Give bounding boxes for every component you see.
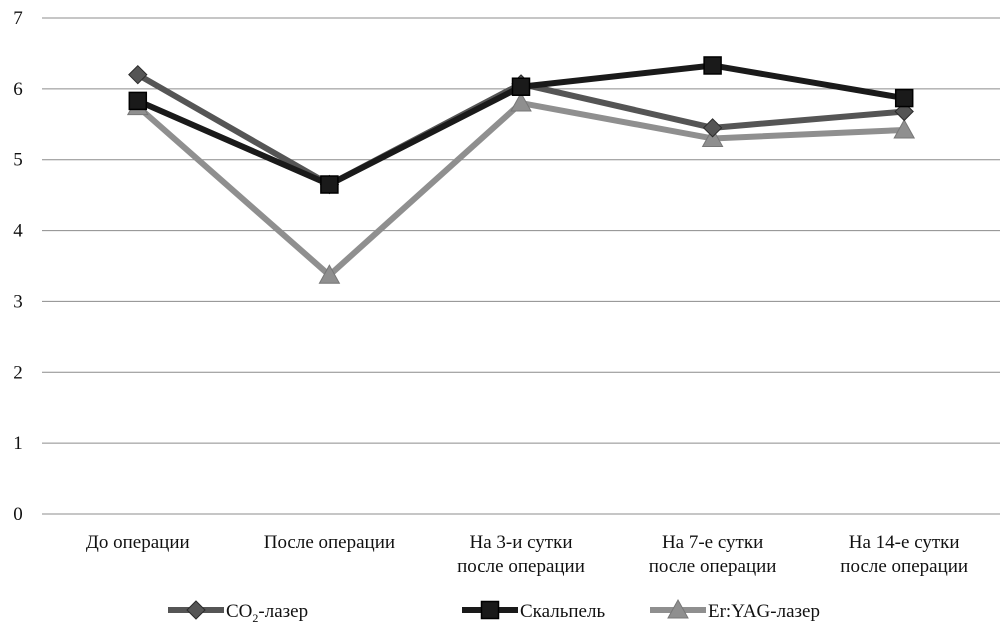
x-tick-label: На 7-е сутки после операции [649, 532, 777, 577]
series-square [128, 56, 914, 194]
data-point-diamond [702, 118, 723, 138]
x-tick-label-line: На 3-и сутки [469, 532, 572, 553]
legend-label-main: CO [226, 601, 252, 622]
y-tick-label: 6 [13, 79, 23, 100]
x-tick-label: После операции [264, 532, 395, 553]
legend-item-square: Скальпель [462, 600, 605, 622]
legend-label: Скальпель [520, 601, 605, 622]
legend-marker-diamond [186, 600, 206, 620]
x-tick-label-line: после операции [457, 556, 585, 577]
data-point-square [511, 77, 531, 96]
data-point-diamond [128, 64, 148, 85]
legend: CO2-лазер Скальпель Er:YAG-лазер [168, 598, 820, 625]
y-axis-tick-labels: 0 1 2 3 4 5 6 7 [13, 8, 23, 525]
legend-label-main: Скальпель [520, 601, 605, 622]
data-point-triangle [510, 91, 532, 112]
x-tick-label-line: На 7-е сутки [662, 532, 763, 553]
x-tick-label: До операции [86, 532, 190, 553]
legend-label-main: Er:YAG-лазер [708, 601, 820, 622]
y-tick-label: 1 [13, 433, 23, 454]
legend-label-suffix: -лазер [258, 601, 308, 622]
legend-marker-square [480, 600, 500, 620]
legend-item-triangle: Er:YAG-лазер [650, 598, 820, 622]
y-tick-label: 4 [13, 221, 23, 242]
data-point-triangle [318, 264, 341, 284]
data-point-triangle [893, 118, 916, 139]
data-point-square [703, 56, 722, 75]
legend-marker-triangle [667, 598, 689, 619]
plot-area [126, 56, 916, 284]
y-tick-label: 0 [13, 504, 23, 525]
x-tick-label: На 14-е сутки после операции [840, 532, 968, 577]
data-point-square [320, 175, 339, 194]
data-point-square [894, 88, 914, 108]
x-tick-label-line: До операции [86, 532, 190, 553]
legend-item-diamond: CO2-лазер [168, 600, 308, 625]
x-tick-label-line: после операции [649, 556, 777, 577]
y-tick-label: 5 [13, 150, 23, 171]
legend-label: CO2-лазер [226, 601, 308, 625]
y-tick-label: 7 [13, 8, 23, 29]
x-axis-tick-labels: До операции После операции На 3-и сутки пос… [86, 532, 968, 577]
legend-label-subscript: 2 [252, 611, 258, 625]
y-tick-label: 2 [13, 362, 23, 383]
x-tick-label-line: После операции [264, 532, 395, 553]
y-tick-label: 3 [13, 291, 23, 312]
x-tick-label-line: после операции [840, 556, 968, 577]
legend-label: Er:YAG-лазер [708, 601, 820, 622]
data-point-square [128, 91, 148, 111]
series-line-triangle [135, 100, 905, 279]
x-tick-label: На 3-и сутки после операции [457, 532, 585, 577]
x-tick-label-line: На 14-е сутки [849, 532, 960, 553]
